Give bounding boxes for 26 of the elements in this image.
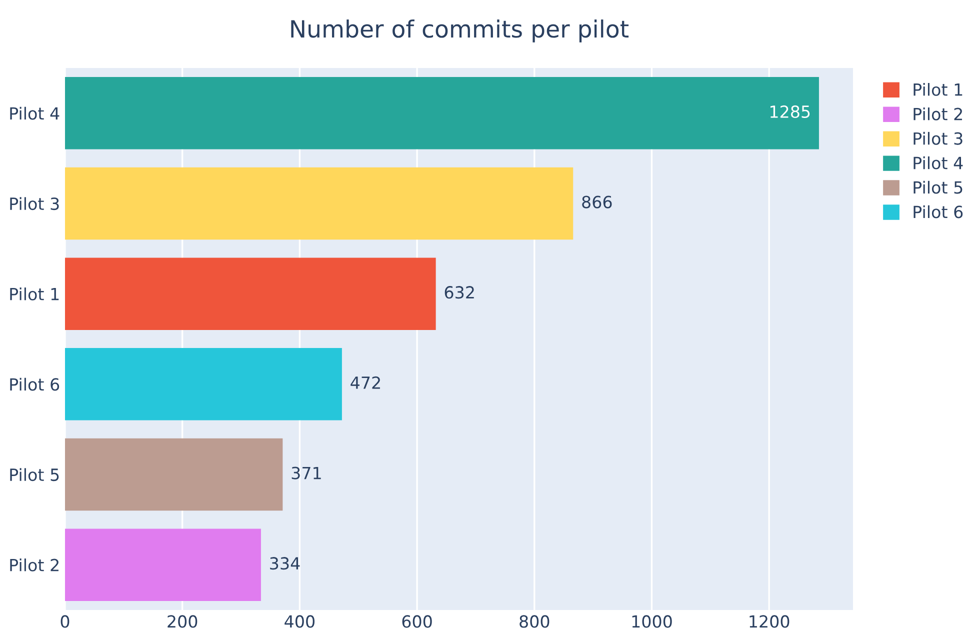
x-tick-label: 400 [284,615,314,628]
data-label: 371 [292,466,321,480]
legend-label: Pilot 4 [914,156,963,170]
legend-label: Pilot 3 [914,132,962,145]
x-tick-label: 200 [168,615,198,628]
data-label: 472 [350,376,380,389]
data-label: 866 [582,196,612,208]
legend-label: Pilot 6 [914,205,963,218]
data-label: 632 [444,286,474,299]
x-tick-label: 0 [60,615,70,628]
y-tick-label: Pilot 3 [10,197,59,210]
data-label: 1285 [770,105,810,118]
x-tick-label: 800 [520,615,550,628]
data-label: 334 [270,557,300,570]
y-tick-label: Pilot 6 [10,378,60,391]
x-tick-label: 600 [402,615,432,628]
y-tick-label: Pilot 5 [10,468,59,482]
x-tick-label: 1000 [632,615,672,628]
y-tick-label: Pilot 1 [10,288,59,300]
y-tick-label: Pilot 2 [10,558,58,572]
y-tick-label: Pilot 4 [10,106,60,120]
legend-label: Pilot 2 [914,107,962,120]
legend-label: Pilot 5 [914,180,962,194]
x-tick-label: 1200 [750,615,790,628]
chart-title: Number of commits per pilot [291,20,629,42]
legend-label: Pilot 1 [914,83,962,96]
